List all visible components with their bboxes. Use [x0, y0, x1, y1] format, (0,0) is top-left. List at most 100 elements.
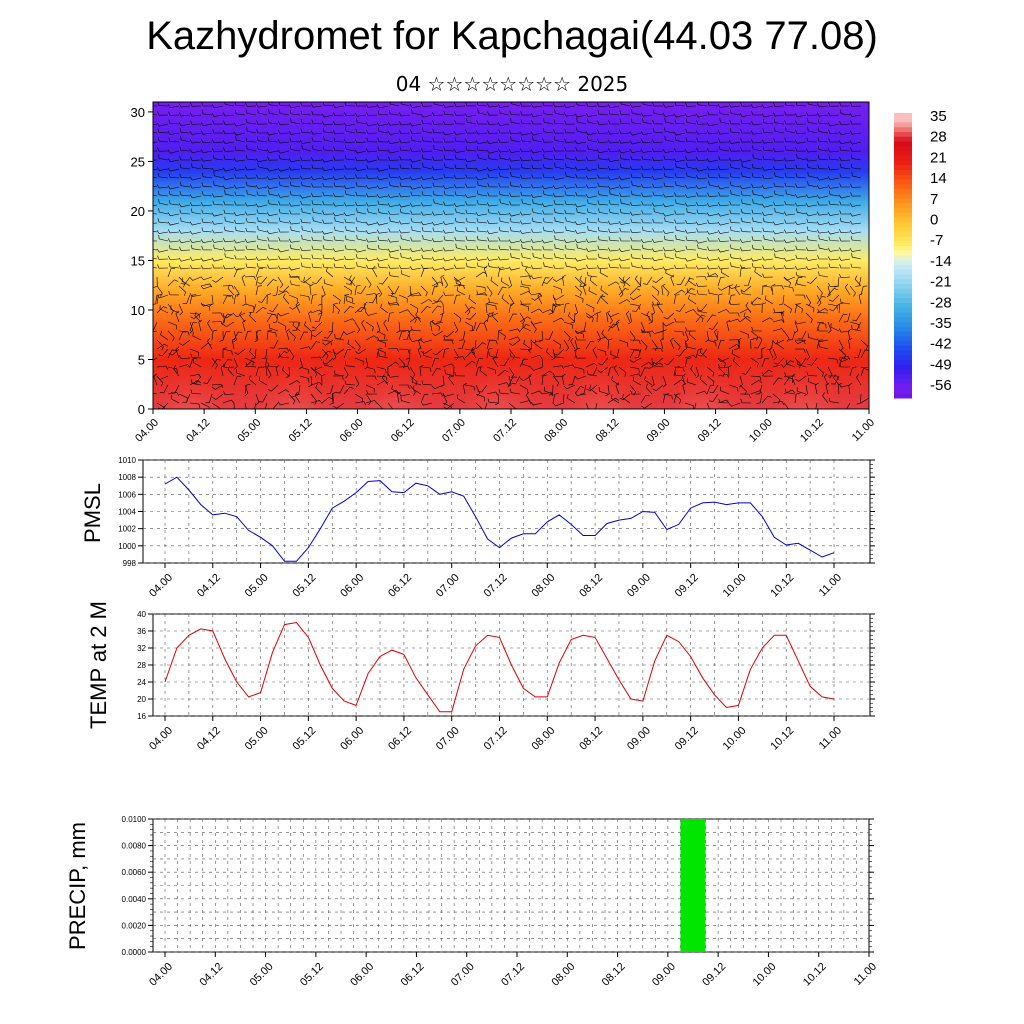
cross-section-xtick-label: 06.00 — [338, 417, 366, 445]
precip-xtick-label: 07.00 — [449, 961, 477, 989]
pmsl-xtick-label: 09.12 — [673, 572, 701, 600]
precip-xtick-label: 10.00 — [751, 961, 779, 989]
colorbar-segment — [894, 212, 912, 218]
pmsl-ytick-label: 1000 — [118, 542, 136, 551]
temp2m-grid — [153, 613, 870, 717]
temp2m-xtick-label: 06.12 — [386, 725, 414, 753]
colorbar-segment — [894, 231, 912, 237]
cross-section-ytick-label: 15 — [131, 253, 145, 268]
pmsl-ylabel: PMSL — [80, 483, 105, 543]
precip-panel: PRECIP, mm 0.0000 0.0020 0.0040 0.0060 0.008… — [65, 815, 879, 989]
pmsl-xtick-label: 05.00 — [243, 572, 271, 600]
precip-ytick-label: 0.0000 — [122, 948, 147, 957]
cross-section-xtick-label: 09.12 — [696, 417, 724, 445]
colorbar-label: 7 — [930, 191, 938, 208]
cross-section-ytick-label: 10 — [131, 303, 145, 318]
colorbar-segment — [894, 383, 912, 389]
colorbar-segment — [894, 174, 912, 180]
colorbar-segment — [894, 345, 912, 351]
colorbar-segment — [894, 203, 912, 209]
colorbar-segment — [894, 326, 912, 332]
colorbar-segment — [894, 369, 912, 375]
cross-section-panel: 0 5 10 15 20 25 30 04.00 04.12 05.00 05.12 06.00 06.… — [131, 101, 877, 445]
colorbar-segment — [894, 260, 912, 266]
precip-ytick-label: 0.0040 — [122, 895, 147, 904]
pmsl-xtick-label: 04.12 — [195, 572, 223, 600]
colorbar-label: -35 — [930, 315, 952, 332]
precip-xtick-label: 04.00 — [147, 961, 175, 989]
precip-grid — [153, 818, 869, 953]
colorbar-label: -28 — [930, 294, 952, 311]
temp2m-ytick-label: 32 — [137, 644, 146, 653]
pmsl-ytick-label: 1002 — [118, 525, 136, 534]
pmsl-xtick-label: 08.12 — [577, 572, 605, 600]
pmsl-ytick-label: 1010 — [118, 456, 136, 465]
temp2m-xtick-label: 07.00 — [434, 725, 462, 753]
cross-section-xtick-label: 08.12 — [593, 417, 621, 445]
cross-section-ytick-label: 0 — [138, 402, 145, 417]
page-title: Kazhydromet for Kapchagai(44.03 77.08) — [146, 14, 878, 58]
cross-section-xtick-label: 04.00 — [133, 417, 161, 445]
colorbar-segment — [894, 312, 912, 318]
wind-barbs — [153, 102, 869, 409]
cross-section-xtick-label: 10.00 — [747, 417, 775, 445]
colorbar-segment — [894, 127, 912, 133]
colorbar-label: 14 — [930, 170, 947, 187]
temp-panel: TEMP at 2 M 16 20 24 28 32 36 40 04.00 04.12 05.0… — [86, 601, 875, 753]
cross-section-xtick-label: 08.00 — [542, 417, 570, 445]
colorbar: 35 28 21 14 7 0 -7 -14 -21 -28 -35 -42 -49 -56 — [894, 108, 952, 399]
temp2m-xtick-label: 05.12 — [291, 725, 319, 753]
colorbar-segment — [894, 288, 912, 294]
temp2m-ytick-label: 16 — [137, 712, 146, 721]
colorbar-segment — [894, 146, 912, 152]
cross-section-ytick-label: 30 — [131, 105, 145, 120]
colorbar-segment — [894, 303, 912, 309]
colorbar-segment — [894, 198, 912, 204]
colorbar-label: 35 — [930, 108, 947, 125]
cross-section-xtick-label: 04.12 — [184, 417, 212, 445]
pmsl-xtick-label: 04.00 — [147, 572, 175, 600]
precip-xtick-label: 11.00 — [852, 961, 879, 988]
precip-xtick-label: 06.12 — [399, 961, 427, 989]
pmsl-xtick-label: 07.00 — [434, 572, 462, 600]
colorbar-segment — [894, 160, 912, 166]
colorbar-segment — [894, 393, 912, 399]
precip-ytick-label: 0.0020 — [122, 921, 147, 930]
temp2m-ytick-label: 28 — [137, 661, 146, 670]
temp2m-xtick-label: 04.12 — [195, 725, 223, 753]
pmsl-xtick-label: 09.00 — [625, 572, 653, 600]
colorbar-segment — [894, 293, 912, 299]
colorbar-segment — [894, 241, 912, 247]
precip-xtick-label: 05.00 — [248, 961, 276, 989]
cross-section-xtick-label: 07.12 — [491, 417, 519, 445]
cross-section-ytick-label: 5 — [138, 352, 145, 367]
colorbar-segment — [894, 155, 912, 161]
temp2m-ytick-label: 24 — [137, 678, 146, 687]
pmsl-grid — [143, 459, 870, 564]
pmsl-series-line — [164, 476, 835, 562]
cross-section-ytick-label: 25 — [131, 154, 145, 169]
colorbar-segment — [894, 298, 912, 304]
colorbar-label: -14 — [930, 253, 952, 270]
colorbar-segment — [894, 331, 912, 337]
colorbar-label: -49 — [930, 356, 952, 373]
temp2m-xtick-label: 06.00 — [338, 725, 366, 753]
temp2m-xtick-label: 09.12 — [673, 725, 701, 753]
temp2m-xtick-label: 07.12 — [482, 725, 510, 753]
pmsl-panel: PMSL 998 1000 1002 1004 1006 1008 1010 04.00 04.… — [80, 456, 875, 600]
temp2m-xtick-label: 10.00 — [721, 725, 749, 753]
cross-section-xtick-label: 05.00 — [235, 417, 263, 445]
precip-xtick-label: 09.12 — [700, 961, 728, 989]
pmsl-xtick-label: 10.00 — [721, 572, 749, 600]
pmsl-ytick-label: 1008 — [118, 473, 136, 482]
colorbar-label: -56 — [930, 377, 952, 394]
colorbar-segment — [894, 227, 912, 233]
colorbar-segment — [894, 265, 912, 271]
colorbar-segment — [894, 141, 912, 147]
precip-ylabel: PRECIP, mm — [65, 822, 90, 950]
colorbar-segment — [894, 317, 912, 323]
colorbar-segment — [894, 250, 912, 256]
colorbar-segment — [894, 184, 912, 190]
precip-xtick-label: 04.12 — [197, 961, 225, 989]
